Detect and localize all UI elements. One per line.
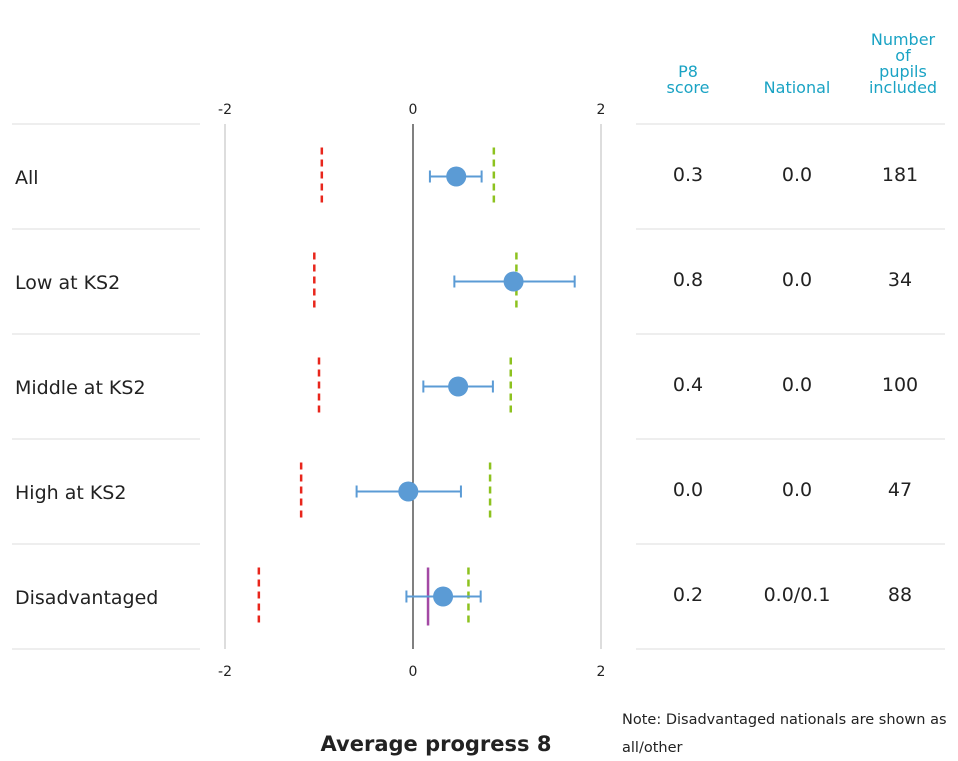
column-header: Number of pupils included	[868, 30, 938, 97]
table-cell: 181	[882, 164, 918, 186]
estimate-dot	[446, 166, 467, 187]
category-label: Middle at KS2	[15, 377, 146, 399]
table-cell: 47	[888, 479, 912, 501]
table-cell: 0.3	[673, 164, 703, 186]
estimate-dot	[398, 481, 419, 502]
chart-title: Average progress 8	[321, 732, 552, 756]
estimate-dot	[503, 271, 524, 292]
table-cell: 0.8	[673, 269, 703, 291]
category-label: All	[15, 167, 39, 189]
x-tick-label: 2	[597, 664, 606, 680]
category-label: Low at KS2	[15, 272, 120, 294]
estimate-dot	[448, 376, 469, 397]
x-tick-label: 0	[409, 664, 418, 680]
table-cell: 0.0	[782, 164, 812, 186]
x-tick-label: -2	[218, 664, 232, 680]
category-label: High at KS2	[15, 482, 126, 504]
table-cell: 34	[888, 269, 912, 291]
x-tick-label: -2	[218, 102, 232, 118]
column-header: P8 score	[666, 62, 710, 97]
table-cell: 0.0	[782, 479, 812, 501]
x-tick-label: 2	[597, 102, 606, 118]
table-cell: 88	[888, 584, 912, 606]
x-tick-label: 0	[409, 102, 418, 118]
table-cell: 100	[882, 374, 918, 396]
estimate-dot	[433, 586, 454, 607]
table-cell: 0.0	[782, 269, 812, 291]
note: Note: Disadvantaged nationals are shown …	[622, 712, 947, 756]
category-label: Disadvantaged	[15, 587, 158, 609]
column-header: National	[763, 78, 831, 97]
table-cell: 0.4	[673, 374, 703, 396]
table-cell: 0.0/0.1	[764, 584, 831, 606]
table-cell: 0.0	[782, 374, 812, 396]
table-cell: 0.2	[673, 584, 703, 606]
table-cell: 0.0	[673, 479, 703, 501]
